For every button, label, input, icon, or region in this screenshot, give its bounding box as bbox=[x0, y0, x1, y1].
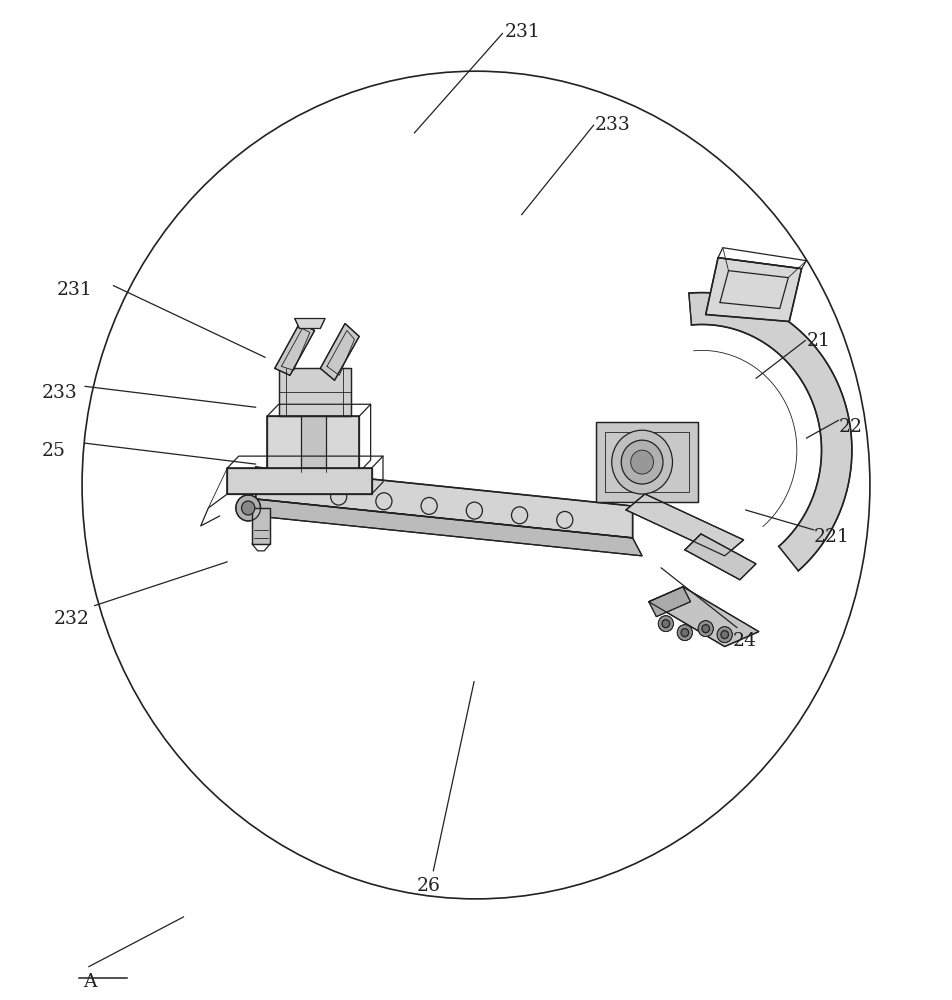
Text: 231: 231 bbox=[56, 281, 92, 299]
Polygon shape bbox=[228, 468, 371, 494]
Polygon shape bbox=[268, 416, 359, 472]
Text: 21: 21 bbox=[806, 332, 830, 350]
Circle shape bbox=[658, 616, 673, 632]
Circle shape bbox=[721, 631, 728, 639]
Polygon shape bbox=[275, 323, 314, 375]
Polygon shape bbox=[252, 508, 270, 544]
Polygon shape bbox=[705, 258, 802, 321]
Polygon shape bbox=[279, 368, 350, 416]
Circle shape bbox=[622, 440, 663, 484]
Polygon shape bbox=[295, 319, 325, 328]
Polygon shape bbox=[648, 587, 759, 647]
Polygon shape bbox=[256, 467, 633, 538]
Text: 233: 233 bbox=[41, 384, 77, 402]
Polygon shape bbox=[320, 323, 359, 380]
Circle shape bbox=[236, 495, 261, 521]
Text: 22: 22 bbox=[839, 418, 863, 436]
Text: 25: 25 bbox=[41, 442, 66, 460]
Circle shape bbox=[612, 430, 672, 494]
Circle shape bbox=[702, 625, 709, 633]
Text: 26: 26 bbox=[417, 877, 441, 895]
Text: 221: 221 bbox=[814, 528, 850, 546]
Circle shape bbox=[698, 621, 713, 637]
Text: 232: 232 bbox=[53, 610, 89, 628]
Polygon shape bbox=[648, 587, 690, 617]
Polygon shape bbox=[626, 494, 744, 556]
Circle shape bbox=[242, 501, 255, 515]
Text: 231: 231 bbox=[505, 23, 540, 41]
Text: 233: 233 bbox=[595, 116, 630, 134]
Circle shape bbox=[662, 620, 669, 628]
Text: A: A bbox=[83, 973, 96, 991]
Polygon shape bbox=[256, 499, 642, 556]
Circle shape bbox=[681, 629, 688, 637]
Polygon shape bbox=[684, 534, 756, 580]
Polygon shape bbox=[302, 416, 326, 472]
Circle shape bbox=[717, 627, 732, 643]
Text: 24: 24 bbox=[732, 632, 756, 650]
Polygon shape bbox=[689, 293, 852, 571]
Polygon shape bbox=[596, 422, 698, 502]
Circle shape bbox=[677, 625, 692, 641]
Circle shape bbox=[631, 450, 653, 474]
